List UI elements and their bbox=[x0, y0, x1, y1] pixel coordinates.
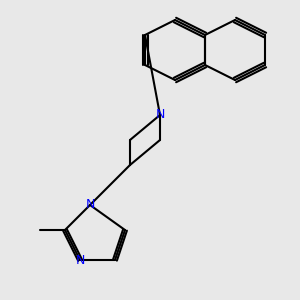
Text: N: N bbox=[155, 109, 165, 122]
Text: N: N bbox=[85, 199, 95, 212]
Text: N: N bbox=[75, 254, 85, 266]
